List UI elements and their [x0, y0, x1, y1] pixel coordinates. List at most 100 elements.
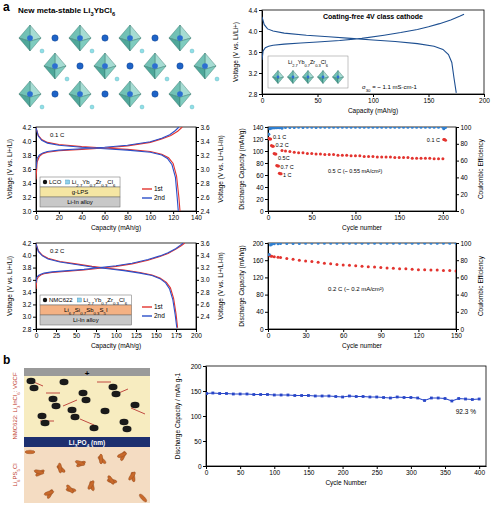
marks [262, 14, 464, 93]
marks [268, 127, 447, 175]
atom [177, 91, 183, 97]
data-point [284, 150, 287, 153]
particle [52, 403, 61, 409]
inset-label: NMC622 [49, 297, 73, 303]
tick: 40 [256, 184, 268, 191]
legend-swatch [142, 315, 152, 316]
tick-label: 150 [451, 332, 462, 339]
particle [90, 425, 99, 431]
flake [107, 475, 115, 485]
annotation: 0.5 C (~ 0.55 mA/cm²) [328, 168, 382, 174]
tick-label: 3.4 [201, 252, 210, 259]
annotation: 0.1 C [273, 134, 286, 140]
annotation: 0.1 C [427, 137, 440, 143]
legend-label: 2nd [154, 312, 165, 319]
text-part: Coating-free 4V class cathode [323, 13, 423, 21]
data-point [402, 156, 405, 159]
tick: 40 [79, 211, 87, 221]
data-point [444, 397, 447, 400]
tick-mark [203, 416, 206, 417]
data-point [354, 243, 357, 245]
data-point [354, 127, 357, 129]
data-point [411, 157, 414, 160]
tick: 3.2 [22, 194, 36, 201]
data-point [393, 127, 396, 129]
octahedron [169, 81, 191, 107]
data-point [442, 269, 445, 272]
data-point [297, 151, 300, 154]
tick: 200 [253, 240, 268, 247]
data-point [363, 127, 366, 129]
text-part: LCO [49, 179, 62, 185]
data-point [415, 157, 418, 160]
data-point [455, 269, 457, 272]
data-point [404, 243, 407, 245]
tick-label: 3.6 [22, 166, 31, 173]
text-part: 1 C [283, 172, 292, 178]
data-point [348, 264, 351, 267]
particle [27, 378, 36, 384]
tick-label: 3.0 [201, 276, 210, 283]
text-part: : VGCF [12, 372, 18, 392]
inset-label: Li-In alloy [67, 199, 93, 205]
data-point [274, 153, 277, 156]
tick: 100 [456, 240, 472, 247]
tick-mark [196, 183, 199, 184]
text-part: = ~ 1.1 mS·cm-1 [371, 84, 418, 90]
axis-line [269, 329, 457, 330]
axis-left: 020406080100120140 [253, 124, 269, 215]
data-point [376, 127, 379, 129]
axis-right: 020406080100 [456, 240, 472, 333]
cell-layer [40, 197, 120, 207]
tick: 125 [131, 329, 142, 339]
tick: 80 [456, 257, 468, 264]
data-point [292, 258, 295, 261]
tick-mark [265, 187, 268, 188]
tick-mark [33, 329, 36, 330]
cathode-layer [24, 376, 150, 437]
axis-bottom: 050100150200 [261, 94, 491, 104]
data-point [380, 127, 383, 129]
tick: 4.0 [22, 252, 36, 259]
tick: 175 [171, 329, 182, 339]
data-point [280, 127, 283, 130]
tick-mark [456, 144, 459, 145]
tick-label: 40 [256, 308, 264, 315]
tick-label: 100 [461, 124, 472, 131]
data-point [386, 243, 389, 245]
data-point [297, 127, 300, 129]
axis-line [207, 466, 487, 467]
plot-frame [262, 10, 484, 94]
text-part: Cl [12, 463, 18, 469]
legend: 1st2nd [142, 303, 165, 319]
tick: 3.8 [22, 264, 36, 271]
tick-label: 175 [171, 332, 182, 339]
data-point [319, 127, 322, 129]
tick-label: 4.0 [248, 28, 257, 35]
axis-title: Voltage (V vs. Li+/Li-In) [217, 135, 225, 202]
atom [277, 76, 280, 79]
tick: 150 [424, 94, 435, 104]
atom [190, 49, 194, 53]
axis-left: 2.83.03.23.43.63.84.04.2 [22, 240, 36, 333]
tick-label: 80 [461, 257, 469, 264]
tick: 75 [93, 329, 101, 339]
tick: 0 [267, 329, 271, 339]
tick-label: 200 [338, 469, 349, 476]
tick-label: 0 [260, 326, 264, 333]
fiber [46, 393, 60, 394]
tick: 50 [309, 211, 317, 221]
data-point [268, 138, 271, 141]
layer-label: Li6PS5Cl [12, 463, 21, 486]
data-point [335, 263, 338, 266]
data-point [457, 397, 460, 400]
tick-label: 120 [253, 136, 264, 143]
crystal-structure [19, 25, 219, 109]
data-point [304, 260, 307, 263]
tick: 3.4 [22, 289, 36, 296]
atom [77, 35, 83, 41]
data-point [411, 268, 414, 271]
data-point [293, 127, 296, 129]
tick-label: 300 [406, 469, 417, 476]
atom [292, 76, 295, 79]
